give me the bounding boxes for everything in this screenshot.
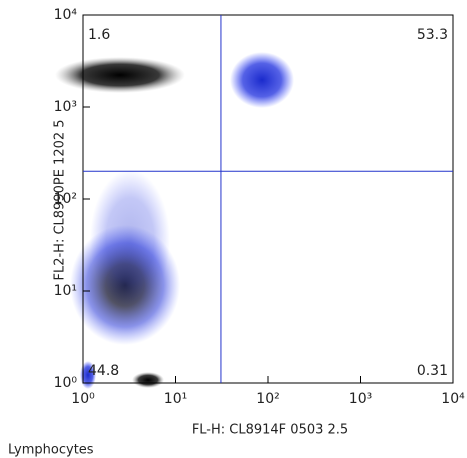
quadrant-percent: 53.3 <box>417 27 448 43</box>
density-clouds <box>55 52 294 389</box>
y-tick-label: 10¹ <box>54 283 77 299</box>
quadrant-percent: 44.8 <box>88 363 119 379</box>
density-cloud <box>55 57 185 93</box>
y-axis-label: FL2-H: CL8990PE 1202 5 <box>53 119 68 280</box>
density-cloud <box>80 361 96 389</box>
density-cloud <box>132 372 164 388</box>
density-cloud <box>90 170 170 310</box>
density-cloud <box>230 52 294 108</box>
y-tick-label: 10² <box>54 191 77 207</box>
quadrant-percent: 0.31 <box>417 363 448 379</box>
y-tick-label: 10⁴ <box>54 7 78 23</box>
x-tick-label: 10² <box>256 391 279 407</box>
y-tick-label: 10⁰ <box>54 375 78 391</box>
x-tick-label: 10³ <box>349 391 372 407</box>
quadrant-percent: 1.6 <box>88 27 110 43</box>
x-axis-label: FL-H: CL8914F 0503 2.5 <box>192 423 348 438</box>
x-tick-label: 10⁴ <box>441 391 465 407</box>
x-tick-label: 10¹ <box>164 391 187 407</box>
x-tick-label: 10⁰ <box>71 391 95 407</box>
y-tick-label: 10³ <box>54 99 77 115</box>
caption: Lymphocytes <box>8 443 94 458</box>
